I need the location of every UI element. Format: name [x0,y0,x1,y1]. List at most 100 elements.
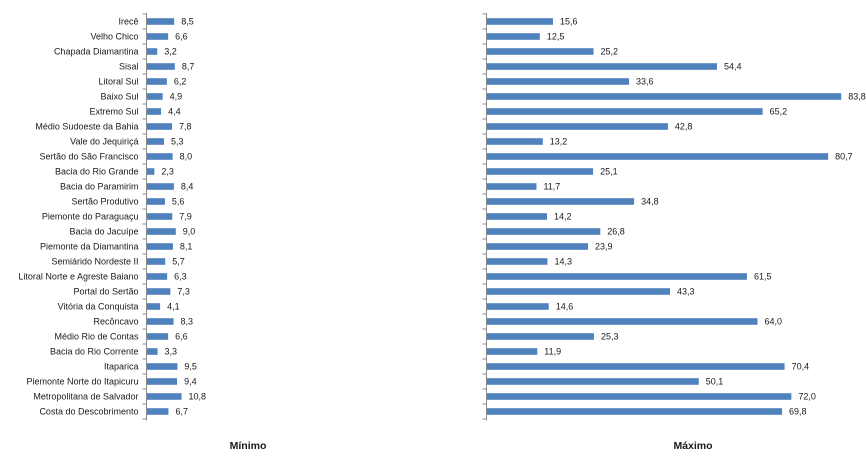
category-label: Vale do Jequiriçá [70,137,138,147]
data-label: 10,8 [189,392,207,402]
data-label: 5,3 [171,137,184,147]
bar [147,303,161,310]
category-label: Velho Chico [90,32,138,42]
data-label: 72,0 [798,392,816,402]
data-label: 13,2 [550,137,568,147]
bar [147,258,166,265]
category-label: Sertão do São Francisco [39,152,138,162]
data-label: 3,3 [165,347,178,357]
data-label: 4,9 [170,92,183,102]
category-label: Bacia do Paramirim [60,182,139,192]
bar [147,138,164,145]
bar [147,123,172,130]
bar [487,198,635,205]
bar [147,48,158,55]
data-label: 15,6 [560,17,578,27]
data-label: 64,0 [765,317,783,327]
category-label: Sisal [119,62,139,72]
category-label: Metropolitana de Salvador [33,392,138,402]
data-label: 11,7 [543,182,560,192]
data-label: 5,7 [172,257,185,267]
category-label: Piemonte Norte do Itapicuru [26,377,138,387]
bar [147,348,158,355]
bar [487,138,543,145]
bar [487,363,785,370]
bar [487,273,747,280]
data-label: 34,8 [641,197,659,207]
bar [147,33,169,40]
bar [487,123,668,130]
data-label: 6,3 [174,272,187,282]
bar [487,333,594,340]
category-label: Itaparica [104,362,139,372]
bar [147,288,171,295]
data-label: 14,6 [556,302,574,312]
data-label: 8,4 [181,182,194,192]
bar [487,18,553,25]
data-label: 6,6 [175,32,188,42]
data-label: 8,0 [180,152,193,162]
data-label: 83,8 [848,92,866,102]
bar [487,33,540,40]
category-label: Piemonte da Diamantina [40,242,139,252]
data-label: 25,3 [601,332,619,342]
data-label: 33,6 [636,77,654,87]
data-label: 7,9 [179,212,192,222]
data-label: 9,0 [183,227,196,237]
bar [487,258,548,265]
bar [487,108,763,115]
bar [147,228,176,235]
category-label: Bacia do Jacuípe [69,227,138,237]
category-label: Portal do Sertão [73,287,138,297]
bar [147,333,169,340]
data-label: 8,3 [181,317,194,327]
data-label: 25,2 [601,47,619,57]
series-title: Mínimo [230,440,267,452]
category-label: Piemonte do Paraguaçu [42,212,139,222]
bar [147,78,167,85]
data-label: 8,5 [181,17,194,27]
data-label: 25,1 [600,167,618,177]
bar [487,213,548,220]
category-label: Recôncavo [93,317,138,327]
bar [147,363,178,370]
data-label: 65,2 [770,107,788,117]
data-label: 7,3 [177,287,190,297]
bar [487,288,671,295]
bar [147,93,163,100]
category-label: Extremo Sul [89,107,138,117]
data-label: 7,8 [179,122,192,132]
data-label: 8,7 [182,62,195,72]
data-label: 23,9 [595,242,613,252]
data-label: 70,4 [792,362,810,372]
category-label: Médio Sudoeste da Bahia [35,122,138,132]
category-label: Litoral Norte e Agreste Baiano [18,272,138,282]
category-label: Médio Rio de Contas [54,332,139,342]
bar [147,378,178,385]
bar [487,78,630,85]
bar [487,243,589,250]
category-label: Sertão Produtivo [71,197,138,207]
bar [487,93,842,100]
bar [487,408,783,415]
data-label: 9,4 [184,377,197,387]
bar [487,378,699,385]
series-title: Máximo [673,440,712,452]
data-label: 69,8 [789,407,807,417]
data-label: 26,8 [607,227,625,237]
bar [147,18,175,25]
data-label: 4,4 [168,107,181,117]
data-label: 54,4 [724,62,742,72]
data-label: 42,8 [675,122,693,132]
bar [147,408,169,415]
bar [147,273,168,280]
bar [147,393,182,400]
data-label: 8,1 [180,242,193,252]
data-label: 6,6 [175,332,188,342]
bar [147,243,173,250]
data-label: 9,5 [184,362,197,372]
data-label: 6,7 [175,407,188,417]
bar [147,168,155,175]
data-label: 4,1 [167,302,180,312]
